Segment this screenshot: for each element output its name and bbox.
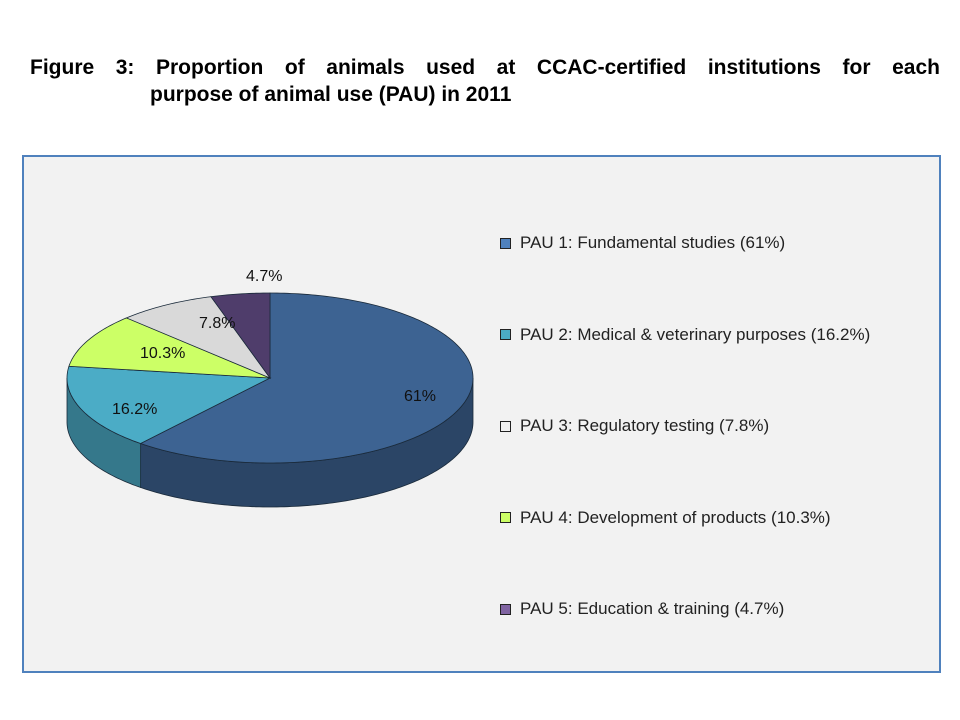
pie-slice <box>210 292 271 380</box>
pie-chart: 61% 16.2% 10.3% 7.8% 4.7% <box>66 268 474 508</box>
legend-item: PAU 5: Education & training (4.7%) <box>500 599 784 619</box>
pie-slice <box>125 296 272 379</box>
pie-slice <box>68 317 271 379</box>
legend-swatch <box>500 512 511 523</box>
data-label: 61% <box>404 388 436 405</box>
legend-swatch <box>500 237 511 249</box>
pie-slice <box>139 292 474 464</box>
chart-title-line-2: purpose of animal use (PAU) in 2011 <box>150 83 512 106</box>
pie-slice <box>66 365 272 444</box>
legend-label: PAU 2: Medical & veterinary purposes (16… <box>520 324 871 344</box>
legend-item: PAU 4: Development of products (10.3%) <box>500 508 831 528</box>
legend-item: PAU 1: Fundamental studies (61%) <box>500 233 785 253</box>
legend-label: PAU 3: Regulatory testing (7.8%) <box>520 416 770 435</box>
legend-item: PAU 2: Medical & veterinary purposes (16… <box>500 325 870 345</box>
legend-label: PAU 4: Development of products (10.3%) <box>520 507 831 527</box>
legend-label: PAU 1: Fundamental studies (61%) <box>520 233 786 252</box>
legend-swatch <box>500 603 511 615</box>
legend-label: PAU 5: Education & training (4.7%) <box>520 599 785 618</box>
legend-swatch <box>500 420 511 432</box>
chart-area: 61% 16.2% 10.3% 7.8% 4.7% PAU 1: Fundamental… <box>22 155 941 673</box>
data-label: 10.3% <box>140 345 185 362</box>
data-label: 7.8% <box>199 315 235 332</box>
data-label: 4.7% <box>246 268 282 285</box>
legend-item: PAU 3: Regulatory testing (7.8%) <box>500 416 769 436</box>
chart-title: Figure 3: Proportion of animals used at … <box>30 54 940 108</box>
chart-title-line-1: Figure 3: Proportion of animals used at … <box>30 56 940 79</box>
data-label: 16.2% <box>112 401 157 418</box>
legend-swatch <box>500 329 511 340</box>
